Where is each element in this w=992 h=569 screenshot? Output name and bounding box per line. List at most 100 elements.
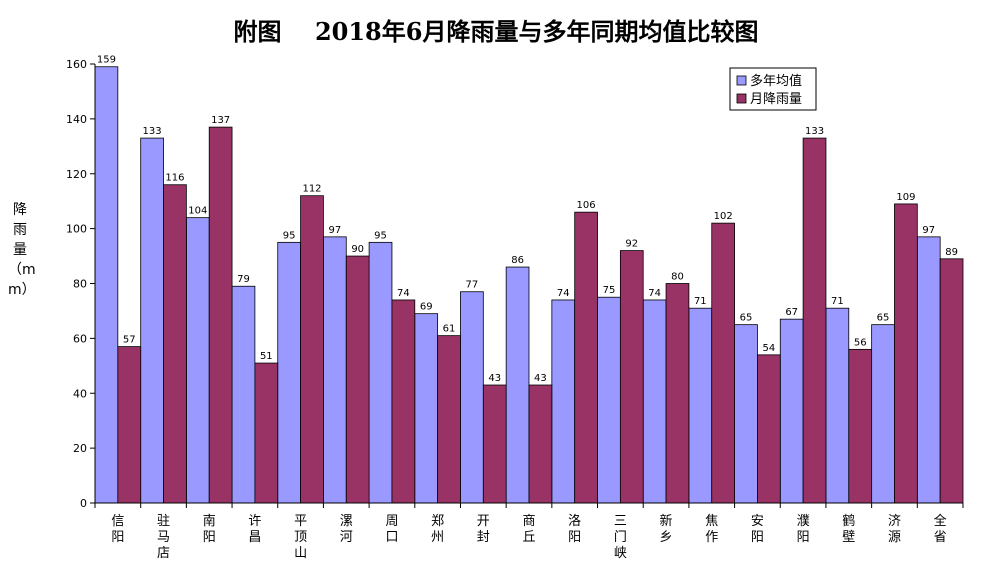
bar-average-14: [734, 324, 758, 504]
bar-average-4: [277, 241, 301, 504]
bar-rainfall-5: [345, 255, 370, 504]
x-tick-label-10: 洛阳: [568, 514, 581, 545]
data-label-average-3: 79: [237, 274, 250, 285]
data-label-average-2: 104: [188, 206, 207, 217]
x-tick-label-8: 开封: [477, 514, 490, 545]
data-label-average-10: 74: [557, 288, 570, 299]
x-tick-label-13: 焦作: [705, 514, 718, 545]
bar-rainfall-4: [300, 195, 324, 504]
legend-label-1: 月降雨量: [750, 92, 802, 107]
x-tick-label-3: 许昌: [248, 514, 261, 545]
data-label-average-0: 159: [97, 55, 116, 66]
x-tick-label-9: 商丘: [522, 514, 535, 545]
bar-average-13: [688, 307, 713, 504]
bar-rainfall-2: [208, 126, 233, 504]
bar-rainfall-11: [619, 250, 644, 504]
bar-average-3: [231, 285, 256, 504]
data-label-average-14: 65: [740, 313, 753, 324]
legend-label-0: 多年均值: [750, 73, 802, 89]
data-label-rainfall-1: 116: [165, 173, 184, 184]
x-tick-label-2: 南阳: [203, 513, 216, 545]
data-label-rainfall-0: 57: [123, 335, 136, 346]
data-label-rainfall-15: 133: [805, 126, 824, 137]
bar-average-9: [505, 266, 530, 504]
x-tick-label-14: 安阳: [751, 514, 764, 545]
data-label-average-6: 95: [374, 230, 387, 241]
axes-group: 0 20 40 60 80 100 120 140 160 信阳 驻马店 南阳 许昌 平顶山 漯河 周口 郑州 开…: [66, 58, 964, 561]
data-label-average-12: 74: [648, 288, 661, 299]
data-label-average-16: 71: [831, 296, 844, 307]
data-label-rainfall-10: 106: [577, 200, 596, 211]
bar-average-18: [916, 236, 941, 504]
bar-average-8: [460, 291, 484, 504]
x-tick-label-17: 济源: [888, 514, 901, 545]
data-label-average-13: 71: [694, 296, 707, 307]
data-label-rainfall-5: 90: [351, 244, 364, 255]
x-tick-label-1: 驻马店: [157, 514, 170, 561]
data-label-average-8: 77: [466, 280, 479, 291]
data-label-average-9: 86: [511, 255, 524, 266]
y-tick-label-4: 80: [73, 278, 87, 291]
legend-swatch-0: [736, 75, 747, 86]
bar-rainfall-0: [117, 346, 142, 504]
data-label-average-7: 69: [420, 302, 433, 313]
y-tick-label-0: 0: [80, 497, 87, 510]
data-label-average-5: 97: [328, 225, 341, 236]
bar-average-16: [825, 307, 850, 504]
data-label-rainfall-14: 54: [762, 343, 775, 354]
data-label-rainfall-12: 80: [671, 272, 684, 283]
bar-rainfall-7: [437, 335, 461, 504]
y-tick-label-7: 140: [66, 113, 87, 126]
bar-average-6: [368, 241, 393, 504]
bar-rainfall-12: [665, 283, 690, 504]
data-label-average-4: 95: [283, 230, 296, 241]
bar-rainfall-3: [254, 362, 279, 504]
bar-average-10: [551, 299, 576, 504]
data-label-rainfall-18: 89: [945, 247, 958, 258]
y-tick-label-6: 120: [66, 168, 87, 181]
x-tick-label-11: 三门峡: [614, 514, 627, 561]
bar-average-2: [185, 217, 210, 504]
data-label-rainfall-17: 109: [896, 192, 915, 203]
bar-rainfall-6: [391, 299, 416, 504]
bar-rainfall-9: [528, 384, 553, 504]
data-label-rainfall-4: 112: [302, 184, 321, 195]
x-tick-label-15: 濮阳: [797, 514, 810, 545]
data-label-rainfall-16: 56: [854, 337, 867, 348]
data-label-rainfall-3: 51: [260, 351, 273, 362]
data-label-average-18: 97: [922, 225, 935, 236]
data-label-rainfall-11: 92: [625, 239, 638, 250]
x-tick-label-4: 平顶山: [294, 514, 307, 561]
x-tick-label-0: 信阳: [111, 514, 124, 545]
bars-group: [94, 66, 964, 504]
x-tick-label-7: 郑州: [431, 514, 444, 545]
y-tick-label-1: 20: [73, 442, 87, 455]
bar-rainfall-8: [482, 384, 507, 504]
bar-rainfall-14: [757, 354, 781, 504]
data-label-rainfall-7: 61: [443, 324, 456, 335]
bar-rainfall-10: [574, 211, 598, 504]
y-tick-label-5: 100: [66, 223, 87, 236]
bar-average-17: [871, 324, 895, 504]
bar-rainfall-13: [711, 222, 735, 504]
bar-average-5: [323, 236, 347, 504]
bar-average-12: [642, 299, 667, 504]
data-label-rainfall-2: 137: [211, 115, 230, 126]
x-tick-label-16: 鹤壁: [842, 513, 855, 545]
bar-average-7: [414, 313, 439, 504]
data-label-rainfall-6: 74: [397, 288, 410, 299]
bar-rainfall-17: [894, 203, 918, 504]
data-label-average-17: 65: [877, 313, 890, 324]
bar-rainfall-18: [939, 258, 964, 504]
data-label-rainfall-13: 102: [714, 211, 733, 222]
bar-rainfall-15: [802, 137, 827, 504]
data-label-rainfall-8: 43: [488, 373, 501, 384]
bar-average-1: [140, 137, 164, 504]
x-tick-label-6: 周口: [385, 514, 398, 545]
y-tick-label-3: 60: [73, 332, 87, 345]
bar-average-0: [94, 66, 119, 504]
x-tick-label-12: 新乡: [660, 513, 673, 545]
chart-title: 附图 2018年6月降雨量与多年同期均值比较图: [233, 17, 759, 46]
